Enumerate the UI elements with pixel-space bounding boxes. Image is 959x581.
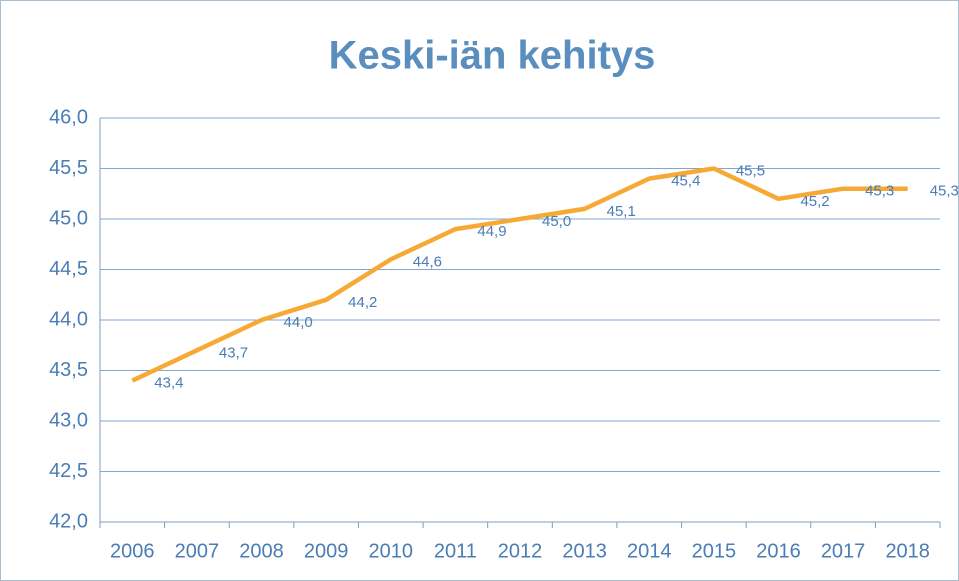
y-tick-label: 45,0 bbox=[49, 207, 88, 229]
x-tick-label: 2007 bbox=[175, 540, 220, 562]
y-tick-label: 42,5 bbox=[49, 460, 88, 482]
data-label: 44,2 bbox=[348, 294, 377, 311]
x-tick-label: 2014 bbox=[627, 540, 672, 562]
data-label: 45,0 bbox=[542, 213, 571, 230]
y-tick-label: 44,0 bbox=[49, 308, 88, 330]
y-tick-label: 42,0 bbox=[49, 510, 88, 532]
data-label: 44,9 bbox=[477, 223, 506, 240]
x-tick-label: 2013 bbox=[562, 540, 607, 562]
data-label: 44,6 bbox=[413, 253, 442, 270]
y-tick-label: 45,5 bbox=[49, 157, 88, 179]
x-tick-label: 2015 bbox=[692, 540, 737, 562]
x-tick-label: 2009 bbox=[304, 540, 349, 562]
x-tick-label: 2010 bbox=[369, 540, 414, 562]
data-label: 45,1 bbox=[607, 203, 636, 220]
x-tick-label: 2012 bbox=[498, 540, 543, 562]
x-tick-label: 2008 bbox=[239, 540, 284, 562]
x-tick-label: 2017 bbox=[821, 540, 866, 562]
data-label: 44,0 bbox=[284, 314, 313, 331]
line bbox=[131, 166, 908, 383]
data-label: 45,5 bbox=[736, 162, 765, 179]
y-tick-label: 43,0 bbox=[49, 409, 88, 431]
x-tick-label: 2018 bbox=[885, 540, 930, 562]
data-label: 45,3 bbox=[865, 183, 894, 200]
y-tick-label: 44,5 bbox=[49, 258, 88, 280]
y-tick-label: 43,5 bbox=[49, 359, 88, 381]
data-label: 45,2 bbox=[800, 193, 829, 210]
x-tick-label: 2016 bbox=[756, 540, 801, 562]
x-tick-label: 2006 bbox=[110, 540, 155, 562]
data-label: 45,3 bbox=[930, 183, 959, 200]
data-label: 43,4 bbox=[154, 375, 183, 392]
y-tick-label: 46,0 bbox=[49, 106, 88, 128]
data-label: 43,7 bbox=[219, 344, 248, 361]
chart-title: Keski-iän kehitys bbox=[329, 34, 656, 78]
data-label: 45,4 bbox=[671, 173, 700, 190]
x-tick-label: 2011 bbox=[434, 540, 477, 562]
